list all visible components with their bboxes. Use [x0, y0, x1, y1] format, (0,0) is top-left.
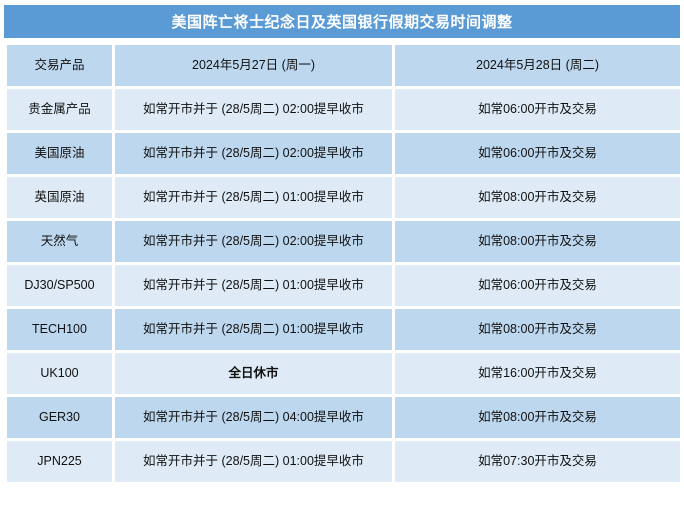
cell-day2: 如常07:30开市及交易	[395, 441, 680, 482]
table-row: JPN225 如常开市并于 (28/5周二) 01:00提早收市 如常07:30…	[7, 441, 680, 482]
announcement-title: 美国阵亡将士纪念日及英国银行假期交易时间调整	[4, 5, 680, 38]
cell-day2: 如常08:00开市及交易	[395, 397, 680, 438]
table-row: 美国原油 如常开市并于 (28/5周二) 02:00提早收市 如常06:00开市…	[7, 133, 680, 174]
column-header-day2: 2024年5月28日 (周二)	[395, 45, 680, 86]
cell-day2: 如常08:00开市及交易	[395, 177, 680, 218]
cell-day1: 如常开市并于 (28/5周二) 01:00提早收市	[115, 265, 392, 306]
cell-day2: 如常06:00开市及交易	[395, 265, 680, 306]
cell-day2: 如常06:00开市及交易	[395, 89, 680, 130]
table-row: 天然气 如常开市并于 (28/5周二) 02:00提早收市 如常08:00开市及…	[7, 221, 680, 262]
table-body: 交易产品 2024年5月27日 (周一) 2024年5月28日 (周二) 贵金属…	[7, 45, 680, 482]
cell-day1: 如常开市并于 (28/5周二) 01:00提早收市	[115, 309, 392, 350]
cell-product: 美国原油	[7, 133, 112, 174]
column-header-day1: 2024年5月27日 (周一)	[115, 45, 392, 86]
cell-day1: 如常开市并于 (28/5周二) 02:00提早收市	[115, 133, 392, 174]
cell-product: GER30	[7, 397, 112, 438]
cell-day2: 如常08:00开市及交易	[395, 221, 680, 262]
cell-product: 贵金属产品	[7, 89, 112, 130]
cell-product: 天然气	[7, 221, 112, 262]
cell-day1: 如常开市并于 (28/5周二) 01:00提早收市	[115, 441, 392, 482]
cell-day1: 如常开市并于 (28/5周二) 02:00提早收市	[115, 89, 392, 130]
cell-day2: 如常08:00开市及交易	[395, 309, 680, 350]
cell-product: TECH100	[7, 309, 112, 350]
column-header-product: 交易产品	[7, 45, 112, 86]
cell-day1: 如常开市并于 (28/5周二) 02:00提早收市	[115, 221, 392, 262]
cell-day1: 如常开市并于 (28/5周二) 01:00提早收市	[115, 177, 392, 218]
cell-product: DJ30/SP500	[7, 265, 112, 306]
cell-product: UK100	[7, 353, 112, 394]
table-row: 贵金属产品 如常开市并于 (28/5周二) 02:00提早收市 如常06:00开…	[7, 89, 680, 130]
cell-day1: 如常开市并于 (28/5周二) 04:00提早收市	[115, 397, 392, 438]
table-row: 英国原油 如常开市并于 (28/5周二) 01:00提早收市 如常08:00开市…	[7, 177, 680, 218]
table-row: TECH100 如常开市并于 (28/5周二) 01:00提早收市 如常08:0…	[7, 309, 680, 350]
cell-day2: 如常16:00开市及交易	[395, 353, 680, 394]
cell-day1: 全日休市	[115, 353, 392, 394]
table-row: GER30 如常开市并于 (28/5周二) 04:00提早收市 如常08:00开…	[7, 397, 680, 438]
cell-day2: 如常06:00开市及交易	[395, 133, 680, 174]
trading-hours-table: 交易产品 2024年5月27日 (周一) 2024年5月28日 (周二) 贵金属…	[4, 42, 683, 485]
cell-product: JPN225	[7, 441, 112, 482]
table-row: UK100 全日休市 如常16:00开市及交易	[7, 353, 680, 394]
cell-product: 英国原油	[7, 177, 112, 218]
table-header-row: 交易产品 2024年5月27日 (周一) 2024年5月28日 (周二)	[7, 45, 680, 86]
table-row: DJ30/SP500 如常开市并于 (28/5周二) 01:00提早收市 如常0…	[7, 265, 680, 306]
